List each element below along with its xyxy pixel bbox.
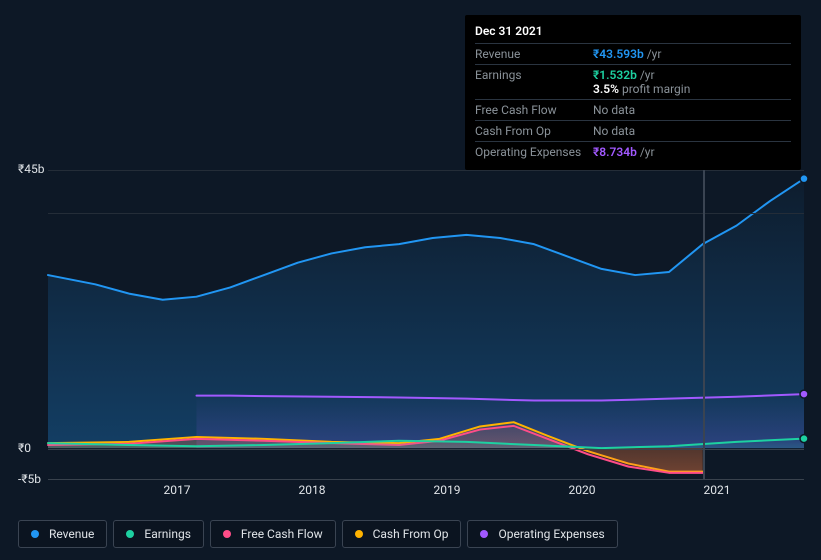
gridline	[48, 170, 804, 171]
tooltip-row-opex: Operating Expenses₹8.734b /yr	[475, 141, 791, 162]
tooltip-value: ₹8.734b	[593, 145, 637, 159]
legend-dot-icon	[126, 530, 134, 538]
tooltip-row-earnings: Earnings₹1.532b /yr3.5% profit margin	[475, 64, 791, 99]
x-tick-label: 2017	[164, 483, 191, 497]
x-tick-label: 2020	[569, 483, 596, 497]
legend-label: Cash From Op	[373, 527, 449, 541]
plot-svg	[48, 170, 804, 479]
tooltip-row-cfo: Cash From OpNo data	[475, 120, 791, 141]
tooltip-suffix: /yr	[637, 68, 655, 82]
x-tick-label: 2019	[434, 483, 461, 497]
tooltip-value-cell: ₹8.734b /yr	[593, 145, 791, 159]
tooltip-margin: 3.5% profit margin	[593, 82, 791, 96]
tooltip-label: Cash From Op	[475, 124, 593, 138]
hover-vertical-line	[703, 170, 705, 479]
legend-dot-icon	[223, 530, 231, 538]
tooltip-rows: Revenue₹43.593b /yrEarnings₹1.532b /yr3.…	[475, 43, 791, 162]
tooltip-value-cell: No data	[593, 124, 791, 138]
tooltip-suffix: /yr	[637, 145, 655, 159]
tooltip-card: Dec 31 2021 Revenue₹43.593b /yrEarnings₹…	[465, 15, 801, 170]
end-dot-opex	[800, 390, 808, 398]
tooltip-row-fcf: Free Cash FlowNo data	[475, 99, 791, 120]
legend-dot-icon	[355, 530, 363, 538]
y-tick-label: ₹45b	[18, 162, 48, 176]
legend-label: Operating Expenses	[498, 527, 604, 541]
tooltip-nodata: No data	[593, 103, 635, 117]
tooltip-value-cell: ₹43.593b /yr	[593, 47, 791, 61]
tooltip-value: ₹43.593b	[593, 47, 644, 61]
legend-dot-icon	[31, 530, 39, 538]
tooltip-label: Revenue	[475, 47, 593, 61]
gridline	[48, 213, 804, 214]
legend: Revenue Earnings Free Cash Flow Cash From O…	[18, 520, 618, 548]
end-dot-revenue	[800, 175, 808, 183]
tooltip-row-revenue: Revenue₹43.593b /yr	[475, 43, 791, 64]
legend-item-cfo[interactable]: Cash From Op	[342, 520, 462, 548]
chart-container: Dec 31 2021 Revenue₹43.593b /yrEarnings₹…	[0, 0, 821, 560]
tooltip-value: ₹1.532b	[593, 68, 637, 82]
x-axis-labels: 2017 2018 2019 2020 2021	[96, 483, 821, 501]
tooltip-label: Operating Expenses	[475, 145, 593, 159]
tooltip-suffix: /yr	[644, 47, 662, 61]
tooltip-label: Free Cash Flow	[475, 103, 593, 117]
legend-label: Revenue	[49, 527, 94, 541]
y-tick-label: ₹0	[18, 441, 48, 455]
gridline	[48, 449, 804, 450]
legend-label: Earnings	[144, 527, 191, 541]
end-dot-earnings	[800, 435, 808, 443]
legend-item-opex[interactable]: Operating Expenses	[467, 520, 617, 548]
y-tick-label: -₹5b	[18, 472, 48, 486]
legend-label: Free Cash Flow	[241, 527, 323, 541]
legend-item-earnings[interactable]: Earnings	[113, 520, 204, 548]
chart-area[interactable]: ₹45b₹0-₹5b 20172018201920202021	[18, 160, 804, 480]
legend-item-fcf[interactable]: Free Cash Flow	[210, 520, 336, 548]
legend-item-revenue[interactable]: Revenue	[18, 520, 107, 548]
tooltip-value-cell: ₹1.532b /yr3.5% profit margin	[593, 68, 791, 96]
tooltip-nodata: No data	[593, 124, 635, 138]
legend-dot-icon	[480, 530, 488, 538]
tooltip-date: Dec 31 2021	[475, 21, 791, 43]
x-tick-label: 2021	[704, 483, 731, 497]
plot-region[interactable]: 20172018201920202021	[48, 170, 804, 480]
tooltip-value-cell: No data	[593, 103, 791, 117]
tooltip-label: Earnings	[475, 68, 593, 96]
x-tick-label: 2018	[299, 483, 326, 497]
